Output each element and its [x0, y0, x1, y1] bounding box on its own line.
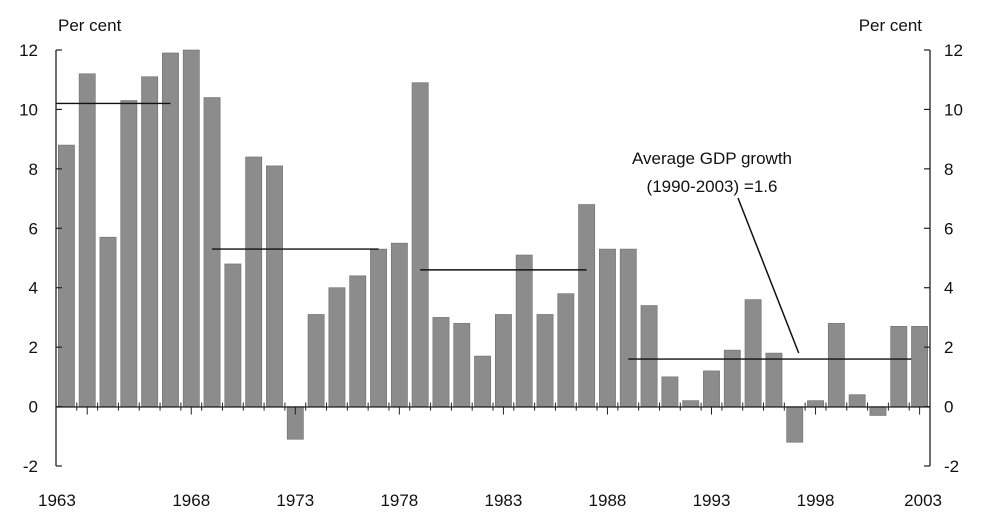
right-ytick-label: 10 — [944, 100, 963, 119]
bar-1963 — [78, 73, 96, 407]
bar-1991 — [661, 376, 679, 407]
annotation-text-line2: (1990-2003) =1.6 — [647, 177, 778, 196]
bar-1976 — [349, 275, 367, 407]
bar-1980 — [432, 317, 450, 407]
bar-1985 — [536, 314, 554, 407]
left-ytick-label: 2 — [29, 338, 38, 357]
ticks-layer: -2 -2 0 0 2 2 4 4 6 6 8 8 10 10 12 12 1963 1968 1973 1978 19… — [19, 41, 963, 510]
bar-1981 — [453, 323, 471, 407]
bar-1987 — [578, 204, 596, 407]
left-ytick-label: -2 — [23, 457, 38, 476]
bar-1971 — [245, 156, 263, 407]
right-ytick-label: 4 — [944, 279, 953, 298]
left-ytick-label: 8 — [29, 160, 38, 179]
xtick-label-1983: 1983 — [484, 491, 522, 510]
bar-1975 — [328, 287, 346, 407]
right-ytick-label: 2 — [944, 338, 953, 357]
bar-1992 — [682, 400, 700, 407]
bar-2001 — [869, 406, 887, 416]
bar-1996 — [765, 352, 783, 407]
xtick-label-1973: 1973 — [276, 491, 314, 510]
bar-1999 — [827, 323, 845, 407]
bar-1966 — [141, 76, 159, 407]
bar-1965 — [120, 100, 138, 407]
left-axis-unit-label: Per cent — [58, 16, 122, 35]
bar-1969 — [203, 97, 221, 407]
xtick-label-2003: 2003 — [904, 491, 942, 510]
bar-1984 — [515, 254, 533, 407]
bar-1977 — [370, 248, 387, 407]
bar-1983 — [494, 314, 512, 407]
xtick-label-1993: 1993 — [693, 491, 731, 510]
annotation-pointer-line — [737, 197, 800, 354]
bar-2003 — [911, 326, 929, 407]
bar-1968 — [182, 49, 200, 407]
bar-1962 — [57, 144, 75, 407]
bars-layer — [57, 49, 929, 443]
bar-1972 — [266, 165, 283, 407]
bar-1989 — [619, 248, 637, 407]
bar-1993 — [703, 370, 720, 407]
average-lines-layer — [56, 102, 912, 360]
annotation-text-line1: Average GDP growth — [632, 149, 792, 168]
bar-1970 — [224, 263, 242, 407]
right-ytick-label: 8 — [944, 160, 953, 179]
bar-1964 — [99, 236, 117, 407]
bar-1998 — [807, 400, 824, 407]
bar-1995 — [744, 299, 762, 407]
xtick-label-1978: 1978 — [380, 491, 418, 510]
bar-2002 — [890, 326, 908, 407]
right-ytick-label: -2 — [944, 457, 959, 476]
right-ytick-label: 12 — [944, 41, 963, 60]
bar-1990 — [640, 305, 658, 407]
bar-1979 — [411, 82, 429, 407]
right-ytick-label: 6 — [944, 219, 953, 238]
bar-1982 — [474, 355, 492, 407]
xtick-label-1968: 1968 — [172, 491, 210, 510]
bar-2000 — [848, 394, 866, 407]
right-ytick-label: 0 — [944, 398, 953, 417]
left-ytick-label: 6 — [29, 219, 38, 238]
left-ytick-label: 4 — [29, 279, 38, 298]
bar-1974 — [307, 314, 325, 407]
xtick-label-1998: 1998 — [797, 491, 835, 510]
average-annotation: Average GDP growth (1990-2003) =1.6 — [632, 149, 800, 354]
left-ytick-label: 10 — [19, 100, 38, 119]
bar-1978 — [390, 242, 408, 407]
bar-1986 — [557, 293, 575, 407]
bar-1988 — [599, 248, 616, 407]
bar-1967 — [162, 52, 179, 407]
xtick-label-1988: 1988 — [589, 491, 627, 510]
left-ytick-label: 0 — [29, 398, 38, 417]
xtick-label-1963: 1963 — [38, 491, 76, 510]
right-axis-unit-label: Per cent — [859, 16, 923, 35]
left-ytick-label: 12 — [19, 41, 38, 60]
bar-1997 — [786, 406, 804, 443]
